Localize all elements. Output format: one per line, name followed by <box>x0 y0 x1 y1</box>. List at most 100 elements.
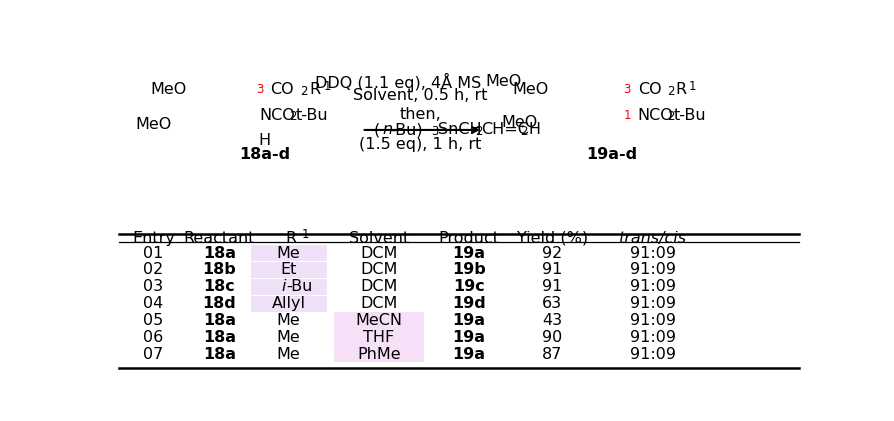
Text: 91:09: 91:09 <box>629 296 675 311</box>
Text: CH=CH: CH=CH <box>481 123 541 137</box>
Text: (: ( <box>374 123 380 137</box>
Text: 91:09: 91:09 <box>629 330 675 345</box>
Text: 2: 2 <box>666 85 673 98</box>
Text: CO: CO <box>637 82 661 97</box>
Text: Me: Me <box>276 313 300 328</box>
Text: Me: Me <box>276 347 300 362</box>
Text: DCM: DCM <box>359 280 397 294</box>
Text: 91:09: 91:09 <box>629 280 675 294</box>
Text: t-Bu: t-Bu <box>673 108 705 123</box>
Text: 18a-d: 18a-d <box>239 147 290 163</box>
Text: Allyl: Allyl <box>272 296 306 311</box>
Text: 04: 04 <box>143 296 164 311</box>
Text: 3: 3 <box>622 83 630 96</box>
Text: H: H <box>258 133 270 148</box>
Text: 19a: 19a <box>452 313 485 328</box>
Text: THF: THF <box>363 330 394 345</box>
Text: 18c: 18c <box>203 280 235 294</box>
Text: 2: 2 <box>474 125 482 138</box>
Text: MeO: MeO <box>501 115 537 130</box>
Text: 19b: 19b <box>451 262 485 277</box>
Bar <box>333 329 424 346</box>
Bar <box>250 262 326 278</box>
Text: 18a: 18a <box>203 313 236 328</box>
Text: 1: 1 <box>301 228 308 241</box>
Text: 91: 91 <box>542 280 562 294</box>
Text: 2: 2 <box>519 125 527 138</box>
Text: Et: Et <box>280 262 297 277</box>
Text: MeO: MeO <box>150 82 187 97</box>
Bar <box>250 245 326 261</box>
Text: 01: 01 <box>143 245 164 261</box>
Text: Entry: Entry <box>132 231 174 246</box>
Bar <box>333 312 424 329</box>
Text: NCO: NCO <box>637 108 672 123</box>
Text: 07: 07 <box>143 347 164 362</box>
Text: DDQ (1.1 eq), 4Å MS: DDQ (1.1 eq), 4Å MS <box>315 73 481 91</box>
Text: 03: 03 <box>143 280 164 294</box>
Text: Me: Me <box>276 330 300 345</box>
Text: 91:09: 91:09 <box>629 313 675 328</box>
Text: 02: 02 <box>143 262 164 277</box>
Text: 92: 92 <box>542 245 561 261</box>
Text: 3: 3 <box>256 83 263 96</box>
Text: 3: 3 <box>431 125 438 138</box>
Text: Reactant: Reactant <box>183 231 255 246</box>
Text: 2: 2 <box>300 85 308 98</box>
Text: MeO: MeO <box>512 82 548 97</box>
Text: CO: CO <box>270 82 293 97</box>
Text: PhMe: PhMe <box>357 347 401 362</box>
Text: Yield (%): Yield (%) <box>516 231 587 246</box>
Text: 91:09: 91:09 <box>629 347 675 362</box>
Text: Me: Me <box>276 245 300 261</box>
Text: n: n <box>382 123 392 137</box>
Text: MeO: MeO <box>485 75 520 90</box>
Text: 18a: 18a <box>203 330 236 345</box>
Text: (1.5 eq), 1 h, rt: (1.5 eq), 1 h, rt <box>359 137 481 152</box>
Text: 18d: 18d <box>202 296 236 311</box>
Text: DCM: DCM <box>359 245 397 261</box>
Text: 18a: 18a <box>203 347 236 362</box>
Text: 90: 90 <box>542 330 561 345</box>
Text: -Bu: -Bu <box>286 280 312 294</box>
Text: 91:09: 91:09 <box>629 245 675 261</box>
Text: 91:09: 91:09 <box>629 262 675 277</box>
Text: MeCN: MeCN <box>355 313 402 328</box>
Text: 1: 1 <box>622 109 630 122</box>
Text: i: i <box>281 280 286 294</box>
Text: 18b: 18b <box>202 262 236 277</box>
Bar <box>250 296 326 312</box>
Text: NCO: NCO <box>258 108 294 123</box>
Text: 63: 63 <box>542 296 561 311</box>
Text: DCM: DCM <box>359 262 397 277</box>
Text: R: R <box>309 82 320 97</box>
Text: then,: then, <box>400 107 441 122</box>
Text: 19a: 19a <box>452 245 485 261</box>
Text: 19d: 19d <box>451 296 485 311</box>
Text: Product: Product <box>438 231 499 246</box>
Text: t-Bu: t-Bu <box>295 108 328 123</box>
Text: R: R <box>674 82 686 97</box>
Text: 18a: 18a <box>203 245 236 261</box>
Text: 87: 87 <box>542 347 562 362</box>
Text: 19c: 19c <box>452 280 485 294</box>
Text: -Bu): -Bu) <box>391 123 423 137</box>
Text: 1: 1 <box>323 80 331 93</box>
Text: 91: 91 <box>542 262 562 277</box>
Text: DCM: DCM <box>359 296 397 311</box>
Text: 2: 2 <box>289 110 296 123</box>
Text: 2: 2 <box>666 110 673 123</box>
Text: 1: 1 <box>688 80 696 93</box>
Text: 43: 43 <box>542 313 561 328</box>
Text: trans/cis: trans/cis <box>618 231 687 246</box>
Text: R: R <box>285 231 296 246</box>
Text: 19a: 19a <box>452 330 485 345</box>
Text: SnCH: SnCH <box>437 123 481 137</box>
Text: 05: 05 <box>143 313 164 328</box>
Text: Solvent: Solvent <box>349 231 409 246</box>
Text: 06: 06 <box>143 330 164 345</box>
Text: Solvent, 0.5 h, rt: Solvent, 0.5 h, rt <box>353 88 487 103</box>
Text: 19a-d: 19a-d <box>585 147 637 163</box>
Bar <box>333 346 424 362</box>
Bar <box>250 279 326 295</box>
